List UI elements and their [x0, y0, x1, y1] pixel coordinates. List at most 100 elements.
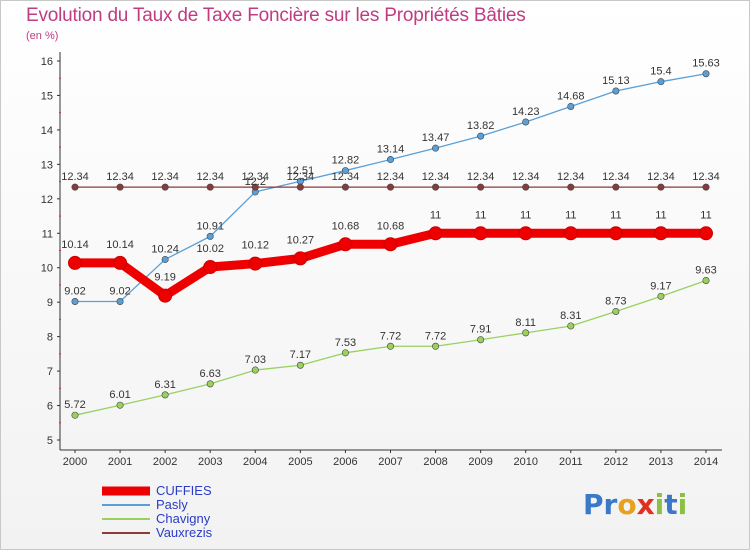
logo-letter: P — [583, 488, 604, 521]
y-tick-label: 11 — [42, 228, 53, 240]
data-label: 12.82 — [332, 155, 360, 167]
logo-letter: i — [654, 488, 665, 521]
data-point — [386, 183, 394, 191]
y-tick-label: 9 — [47, 297, 53, 309]
data-point — [113, 255, 128, 270]
y-tick-label: 16 — [41, 56, 53, 68]
data-point — [68, 255, 82, 270]
data-point — [116, 297, 124, 305]
data-label: 11 — [700, 209, 711, 221]
data-label: 12.34 — [557, 171, 585, 183]
logo-letter: x — [636, 488, 655, 521]
x-tick-label: 2005 — [288, 456, 312, 468]
data-label: 8.73 — [605, 295, 626, 307]
x-tick-label: 2007 — [378, 456, 402, 468]
y-tick-label: 14 — [41, 125, 53, 137]
data-point — [702, 183, 710, 191]
data-label: 10.24 — [151, 243, 179, 255]
data-label: 13.47 — [422, 132, 450, 144]
data-point — [612, 183, 620, 191]
x-tick-label: 2006 — [333, 456, 357, 468]
data-point — [428, 226, 443, 241]
data-label: 12.34 — [151, 171, 179, 183]
data-point — [161, 255, 169, 263]
data-point — [341, 167, 349, 175]
data-label: 9.63 — [695, 264, 716, 276]
data-label: 12.34 — [61, 171, 89, 183]
data-point — [386, 342, 394, 350]
data-point — [338, 237, 353, 252]
data-point — [383, 237, 398, 252]
data-point — [296, 183, 304, 191]
data-label: 13.82 — [467, 120, 495, 132]
data-label: 12.34 — [196, 171, 224, 183]
data-point — [71, 297, 79, 305]
data-label: 9.02 — [109, 285, 130, 297]
data-point — [567, 322, 575, 330]
data-label: 15.13 — [602, 75, 630, 87]
data-label: 12.34 — [287, 171, 315, 183]
data-label: 12.34 — [422, 171, 450, 183]
data-label: 12.34 — [106, 171, 134, 183]
logo-letter: t — [664, 488, 678, 521]
logo-letter: i — [677, 488, 688, 521]
data-point — [206, 380, 214, 388]
y-tick-label: 13 — [41, 159, 53, 171]
data-point — [71, 411, 79, 419]
data-point — [699, 226, 713, 241]
legend-swatch-cuffies — [102, 486, 150, 496]
data-point — [477, 336, 485, 344]
data-label: 14.23 — [512, 106, 540, 118]
data-point — [567, 183, 575, 191]
x-tick-label: 2009 — [468, 456, 492, 468]
legend-item-pasly: Pasly — [102, 497, 302, 512]
logo-letter: r — [603, 488, 618, 521]
x-tick-label: 2008 — [423, 456, 447, 468]
x-tick-label: 2004 — [243, 456, 267, 468]
data-point — [522, 329, 530, 337]
y-tick-label: 5 — [47, 435, 53, 447]
data-label: 6.63 — [200, 368, 221, 380]
data-label: 12.34 — [692, 171, 720, 183]
data-label: 10.27 — [287, 234, 315, 246]
legend-swatch-pasly — [102, 504, 150, 506]
data-point — [567, 102, 575, 110]
y-tick-label: 8 — [47, 332, 53, 344]
x-tick-label: 2000 — [63, 456, 87, 468]
x-tick-label: 2003 — [198, 456, 222, 468]
legend-item-cuffies: CUFFIES — [102, 483, 302, 498]
data-label: 13.14 — [377, 144, 405, 156]
data-point — [161, 183, 169, 191]
unit-label: (en %) — [26, 30, 59, 42]
data-point — [522, 118, 530, 126]
x-tick-label: 2013 — [649, 456, 673, 468]
data-point — [251, 366, 259, 374]
y-tick-label: 6 — [47, 401, 53, 413]
data-label: 9.02 — [64, 285, 85, 297]
data-label: 11 — [655, 209, 666, 221]
data-label: 9.17 — [650, 280, 671, 292]
data-label: 7.91 — [470, 324, 491, 336]
legend: CUFFIES Pasly Chavigny Vauxrezis — [102, 483, 302, 540]
data-label: 12.34 — [512, 171, 540, 183]
data-label: 9.19 — [154, 272, 175, 284]
data-point — [518, 226, 533, 241]
data-point — [477, 183, 485, 191]
data-label: 8.11 — [515, 317, 536, 329]
y-tick-label: 12 — [41, 194, 53, 206]
data-label: 6.31 — [154, 379, 175, 391]
data-point — [116, 183, 124, 191]
x-tick-label: 2011 — [559, 456, 583, 468]
legend-label: CUFFIES — [156, 483, 212, 498]
legend-swatch-vauxrezis — [102, 532, 150, 534]
data-point — [248, 256, 263, 271]
data-label: 8.31 — [560, 310, 581, 322]
data-point — [206, 183, 214, 191]
legend-swatch-chavigny — [102, 518, 150, 520]
legend-item-chavigny: Chavigny — [102, 511, 302, 526]
data-label: 7.72 — [425, 330, 446, 342]
data-label: 10.12 — [242, 240, 270, 252]
data-point — [432, 144, 440, 152]
data-point — [206, 232, 214, 240]
